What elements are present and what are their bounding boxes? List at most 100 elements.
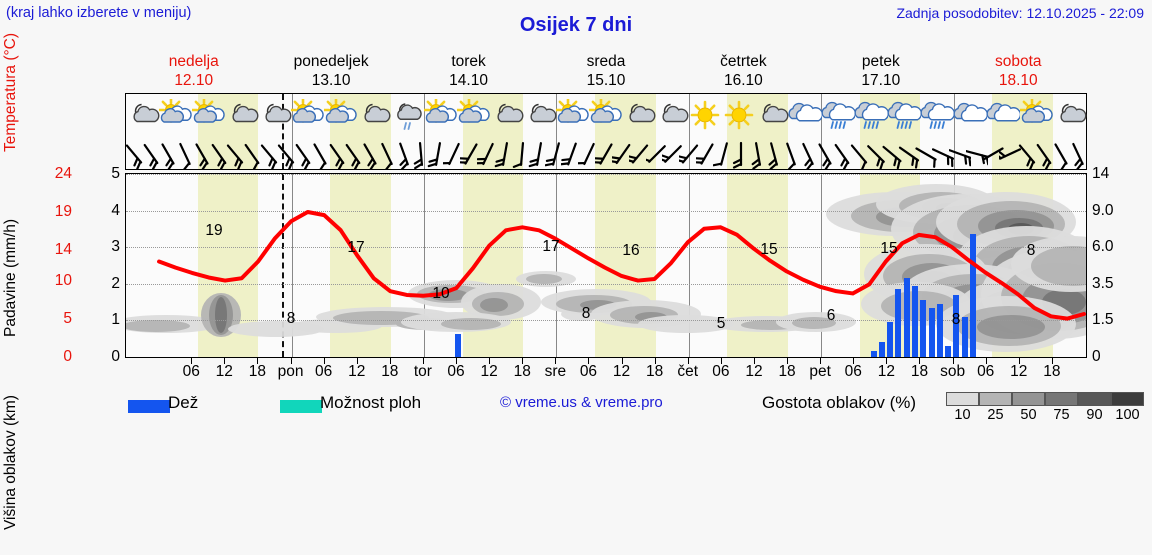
wind-barb bbox=[261, 137, 278, 170]
wind-barb bbox=[512, 137, 530, 170]
gridline bbox=[126, 320, 1086, 322]
x-tick-label: 18 bbox=[513, 363, 531, 380]
location-menu-hint[interactable]: (kraj lahko izberete v meniju) bbox=[6, 5, 192, 21]
cloud-density-tick: 50 bbox=[1020, 407, 1037, 423]
x-tick-label: 18 bbox=[381, 363, 399, 380]
wind-barb bbox=[611, 137, 631, 170]
day-separator bbox=[688, 94, 690, 169]
x-tick-label: čet bbox=[677, 363, 699, 380]
day-date: 13.10 bbox=[311, 72, 351, 89]
page-title: Osijek 7 dni bbox=[519, 14, 633, 36]
wind-barb bbox=[544, 137, 564, 170]
wind-barb bbox=[528, 137, 547, 170]
day-heading-0: nedelja 12.10 bbox=[125, 52, 262, 92]
x-tick-label: 12 bbox=[215, 363, 233, 380]
day-heading-5: petek 17.10 bbox=[812, 52, 949, 92]
day-separator bbox=[423, 174, 425, 357]
precipitation-tick: 2 bbox=[111, 274, 120, 292]
wind-barb bbox=[645, 137, 666, 170]
day-date: 15.10 bbox=[586, 72, 626, 89]
day-heading-3: sreda 15.10 bbox=[537, 52, 674, 92]
weather-icon-moon-cloud bbox=[126, 95, 159, 137]
x-tick-label: 06 bbox=[977, 363, 995, 380]
x-tick-label: pon bbox=[277, 363, 304, 380]
x-tick-label: 18 bbox=[646, 363, 664, 380]
cloud-density-tick: 100 bbox=[1115, 407, 1140, 423]
weather-icon-sun-cloud bbox=[423, 95, 457, 137]
x-tick-label: 12 bbox=[877, 363, 895, 380]
x-tick bbox=[720, 358, 722, 364]
cloud-density-tick: 90 bbox=[1086, 407, 1103, 423]
wind-barb bbox=[766, 137, 783, 170]
day-separator bbox=[291, 174, 293, 357]
temperature-label: 10 bbox=[432, 285, 450, 302]
x-tick bbox=[985, 358, 987, 364]
day-headings-row: nedelja 12.10 ponedeljek 13.10 torek 14.10 sre… bbox=[125, 52, 1087, 92]
day-separator bbox=[953, 94, 955, 169]
day-heading-6: sobota 18.10 bbox=[950, 52, 1087, 92]
wind-barb-row bbox=[126, 137, 1086, 170]
cloud-density-swatch bbox=[979, 392, 1012, 406]
weather-icon-moon-cloud bbox=[490, 95, 524, 137]
x-tick bbox=[456, 358, 458, 364]
weather-icon-moon-cloud bbox=[1053, 95, 1087, 137]
cloud-density-swatch bbox=[1111, 392, 1144, 406]
temperature-tick: 10 bbox=[54, 271, 72, 289]
copyright-link[interactable]: © vreme.us & vreme.pro bbox=[500, 394, 663, 411]
weather-icon-moon-cloud bbox=[258, 95, 292, 137]
cloud-height-tick: 14 bbox=[1092, 165, 1110, 182]
temperature-label: 5 bbox=[716, 315, 726, 332]
x-tick bbox=[323, 358, 325, 364]
day-separator bbox=[556, 94, 558, 169]
wind-barb bbox=[628, 137, 648, 170]
x-tick-label: pet bbox=[809, 363, 831, 380]
cloud-height-tick: 6.0 bbox=[1092, 238, 1114, 256]
day-separator bbox=[688, 174, 690, 357]
wind-barb bbox=[210, 137, 227, 170]
weather-icon-sun bbox=[722, 95, 755, 137]
day-separator bbox=[423, 94, 425, 169]
x-tick bbox=[919, 358, 921, 364]
temperature-axis-title: Temperatura (°C) bbox=[2, 32, 19, 153]
wind-barb bbox=[160, 137, 177, 170]
day-name: sobota bbox=[994, 53, 1042, 70]
temperature-tick: 19 bbox=[54, 203, 72, 221]
x-tick-label: 06 bbox=[712, 363, 730, 380]
forecast-icon-panel bbox=[125, 93, 1087, 170]
wind-barb bbox=[882, 137, 902, 170]
wind-barb bbox=[244, 137, 261, 170]
wind-barb bbox=[732, 137, 749, 170]
weather-icon-sun-cloud bbox=[191, 95, 225, 137]
day-separator bbox=[821, 174, 823, 357]
weather-icon-cloud-rain bbox=[887, 95, 922, 137]
x-tick-label: 06 bbox=[314, 363, 333, 380]
weather-icon-cloud-rain bbox=[854, 95, 888, 137]
day-separator bbox=[556, 174, 558, 357]
temperature-label: 8 bbox=[581, 305, 591, 322]
wind-barb bbox=[427, 137, 446, 170]
weather-icon-cloud bbox=[788, 95, 822, 137]
rain-bar bbox=[870, 351, 877, 357]
precipitation-tick: 4 bbox=[111, 201, 120, 219]
wind-barb bbox=[783, 137, 800, 170]
x-tick bbox=[621, 358, 623, 364]
cloud-height-tick: 3.5 bbox=[1092, 274, 1114, 292]
wind-barb bbox=[126, 137, 143, 170]
cloud-density-layer bbox=[126, 174, 1086, 357]
weather-icon-moon-cloud bbox=[358, 95, 391, 137]
wind-barb bbox=[494, 137, 514, 170]
wind-barb bbox=[412, 137, 429, 170]
cloud-height-tick: 1.5 bbox=[1092, 311, 1114, 329]
weather-icon-cloud bbox=[953, 95, 988, 137]
weather-icon-sun bbox=[689, 95, 722, 137]
day-separator bbox=[291, 94, 293, 169]
x-tick bbox=[687, 358, 689, 364]
wind-barb bbox=[477, 137, 497, 170]
temperature-label: 16 bbox=[622, 242, 640, 259]
wind-barb bbox=[345, 137, 362, 170]
day-separator bbox=[821, 94, 823, 169]
rain-bar bbox=[903, 278, 910, 357]
rain-bar bbox=[455, 334, 462, 357]
rain-legend-label: Dež bbox=[168, 393, 199, 412]
